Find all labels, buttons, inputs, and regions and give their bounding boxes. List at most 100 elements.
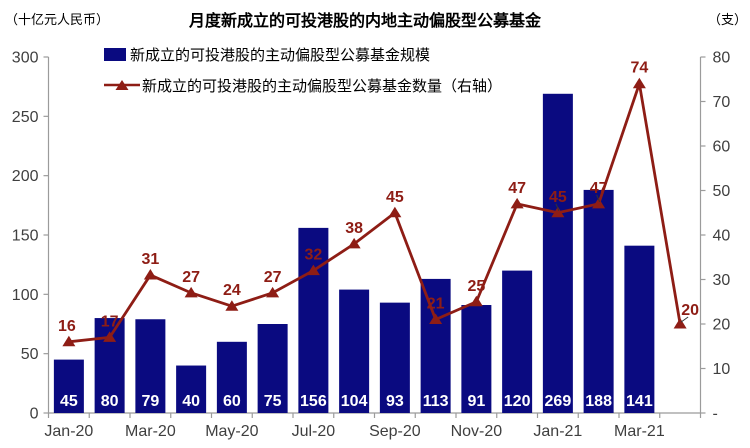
point-value-label-Jun-20: 27 [264,269,282,286]
bar-value-label-Apr-20: 40 [182,393,200,410]
point-marker-May-20 [225,300,239,311]
point-marker-Aug-20 [347,237,361,249]
left-axis-tick-label: 100 [12,287,39,304]
legend: 新成立的可投港股的主动偏股型公募基金规模 新成立的可投港股的主动偏股型公募基金数… [104,41,502,103]
point-marker-Jul-20 [306,264,320,276]
legend-item-fund-count: 新成立的可投港股的主动偏股型公募基金数量（右轴） [104,72,502,98]
point-value-label-Feb-21: 47 [590,180,608,197]
bar-value-label-Feb-20: 80 [101,393,119,410]
point-marker-Jan-21 [551,206,565,218]
right-axis-tick-label: 40 [713,228,731,245]
right-axis-tick-label: 70 [713,94,731,111]
point-value-label-Feb-20: 17 [101,313,119,330]
bar-Jun-20 [257,324,288,413]
chart-title: 月度新成立的可投港股的内地主动偏股型公募基金 [188,13,541,30]
right-axis-tick-label: 60 [713,139,731,156]
bar-value-label-Sep-20: 93 [386,393,404,410]
x-axis-label: Jan-21 [533,423,582,440]
point-value-label-Apr-21: 20 [681,302,699,319]
point-marker-Feb-21 [592,197,606,209]
bar-Jul-20 [298,227,329,413]
right-axis-tick-label: 30 [713,272,731,289]
point-marker-Jan-20 [62,335,76,347]
point-marker-Dec-20 [510,197,524,209]
bar-Aug-20 [339,289,370,413]
point-value-label-Jul-20: 32 [304,247,322,264]
right-axis-unit: （支） [707,12,747,27]
bar-value-label-May-20: 60 [223,393,241,410]
point-label-leader [596,194,601,203]
bar-Dec-20 [502,270,533,413]
left-axis-tick-label: 50 [21,346,39,363]
bar-Nov-20 [461,305,492,413]
point-marker-Apr-20 [184,286,198,298]
right-axis-tick-label: 10 [713,361,731,378]
point-label-leader [555,203,560,211]
bar-Apr-20 [176,365,207,413]
point-value-label-Jan-21: 45 [549,189,567,206]
x-axis-label: Mar-20 [125,423,176,440]
bar-Jan-21 [542,93,573,413]
point-marker-Oct-20 [429,313,443,325]
point-value-label-Mar-21: 74 [630,60,648,77]
bar-value-label-Oct-20: 113 [423,393,449,410]
bar-value-label-Feb-21: 188 [585,393,612,410]
right-axis-tick-label: 80 [713,50,731,67]
left-axis-tick-label: 300 [12,50,39,67]
bar-series-swatch-icon [104,47,126,61]
point-value-label-Sep-20: 45 [386,189,404,206]
line-series-swatch-icon [104,80,140,90]
x-axis-label: Nov-20 [451,423,503,440]
bar-value-label-Aug-20: 104 [341,393,368,410]
point-marker-Mar-20 [143,269,157,280]
point-value-label-Aug-20: 38 [345,220,363,237]
bar-value-label-Mar-21: 141 [626,393,653,410]
bar-Mar-20 [135,319,166,413]
right-axis-tick-label: - [713,406,718,423]
legend-label-fund-count: 新成立的可投港股的主动偏股型公募基金数量（右轴） [142,77,503,95]
point-value-label-Jan-20: 16 [58,318,76,335]
bar-Jan-20 [53,359,84,413]
left-axis-tick-label: 200 [12,168,39,185]
point-marker-Nov-20 [469,295,483,307]
x-axis-label: May-20 [205,423,258,440]
left-axis-tick-label: 150 [12,228,39,245]
point-value-label-Oct-20: 21 [427,296,445,313]
bar-value-label-Jul-20: 156 [300,393,327,410]
bar-value-label-Jan-21: 269 [545,393,572,410]
bar-value-label-Nov-20: 91 [467,393,485,410]
legend-item-fund-scale: 新成立的可投港股的主动偏股型公募基金规模 [104,41,502,67]
point-value-label-Dec-20: 47 [508,180,526,197]
bar-value-label-Mar-20: 79 [141,393,159,410]
point-marker-Feb-20 [103,331,117,342]
bar-Mar-21 [624,245,655,413]
count-line [68,83,682,344]
x-axis-label: Jan-20 [44,423,93,440]
left-axis-unit: （十亿元人民币） [5,12,110,27]
point-label-leader [680,316,689,323]
bar-May-20 [216,341,247,413]
legend-label-fund-scale: 新成立的可投港股的主动偏股型公募基金规模 [130,46,431,64]
point-marker-Jun-20 [266,286,280,298]
x-axis-label: Jul-20 [292,423,336,440]
point-value-label-May-20: 24 [223,282,241,299]
x-axis-label: Sep-20 [369,423,421,440]
left-axis-tick-label: 250 [12,109,39,126]
bar-value-label-Dec-20: 120 [504,393,531,410]
point-value-label-Mar-20: 31 [141,251,159,268]
right-axis-tick-label: 50 [713,183,731,200]
bar-Oct-20 [420,278,451,413]
bar-value-label-Jun-20: 75 [264,393,282,410]
point-value-label-Apr-20: 27 [182,269,200,286]
x-axis-label: Mar-21 [614,423,665,440]
point-value-label-Nov-20: 25 [467,278,485,295]
bar-Feb-21 [583,189,614,413]
right-axis-tick-label: 20 [713,317,731,334]
point-marker-Sep-20 [388,206,402,218]
point-marker-Apr-21 [673,318,687,329]
left-axis-tick-label: 0 [30,406,39,423]
bar-Sep-20 [379,302,410,413]
bar-value-label-Jan-20: 45 [60,393,78,410]
point-marker-Mar-21 [632,77,646,89]
